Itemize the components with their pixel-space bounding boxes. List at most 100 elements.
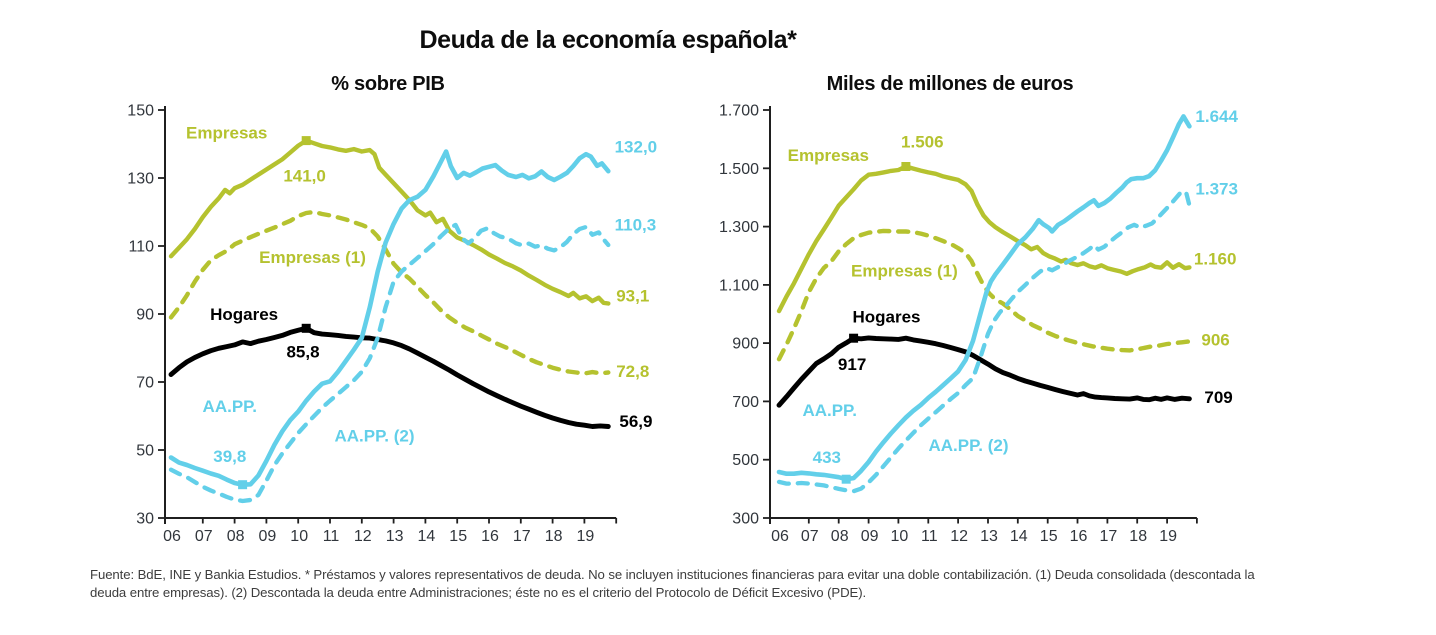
annotation: 110,3: [615, 216, 657, 235]
series-aapp2: [168, 222, 611, 504]
series-aapp: [168, 149, 611, 488]
annotation: 1.373: [1195, 180, 1238, 199]
x-tick-label: 08: [227, 528, 245, 545]
marker-hogares: [301, 323, 311, 333]
x-tick-label: 06: [771, 528, 789, 545]
annotation: 39,8: [213, 447, 246, 466]
x-tick-label: 08: [831, 528, 849, 545]
marker-empresas: [301, 136, 311, 146]
annotations: Empresas 141,0 Empresas (1) Hogares 85,8 AA.P…: [186, 123, 657, 465]
x-tick-label: 19: [577, 528, 595, 545]
annotation: 72,8: [616, 362, 649, 381]
x-tick-label: 16: [481, 528, 499, 545]
series-hogares: [168, 325, 611, 429]
annotation: 433: [813, 448, 841, 467]
chart-pct-pib: 150 130 110 90 70 50 30 06 07 08 09 10 11 12 13 14 15 16 1…: [127, 103, 657, 546]
marker-aapp: [238, 480, 248, 490]
y-tick-label: 130: [127, 171, 154, 188]
annotation: 85,8: [286, 342, 319, 361]
annotation: AA.PP. (2): [335, 426, 415, 445]
x-tick-label: 17: [513, 528, 531, 545]
chart-eur-bn: 1.700 1.500 1.300 1.100 900 700 500 300 06 07 08 09…: [719, 103, 1239, 546]
x-tick-label: 11: [921, 528, 938, 545]
y-tick-label: 1.300: [719, 219, 759, 236]
x-tick-label: 15: [449, 528, 467, 545]
x-tick-label: 07: [195, 528, 213, 545]
line-empresas: [776, 164, 1192, 314]
x-tick-label: 12: [950, 528, 968, 545]
y-tick-labels: 1.700 1.500 1.300 1.100 900 700 500 300: [719, 103, 759, 528]
annotation: 709: [1204, 388, 1232, 407]
y-tick-label: 50: [136, 443, 154, 460]
annotation: 1.506: [901, 133, 944, 152]
line-aapp2: [776, 188, 1192, 494]
annotation: 56,9: [619, 412, 652, 431]
x-tick-label: 13: [386, 528, 404, 545]
x-tick-label: 14: [1010, 528, 1028, 545]
x-tick-label: 10: [290, 528, 308, 545]
y-tick-label: 110: [128, 239, 154, 256]
x-tick-label: 12: [354, 528, 372, 545]
annotation: 141,0: [283, 166, 326, 185]
x-tick-label: 17: [1100, 528, 1118, 545]
series-empresas1: [168, 209, 611, 376]
x-tick-labels: 06 07 08 09 10 11 12 13 14 15 16 17 18 19: [163, 528, 594, 545]
line-aapp2: [168, 222, 611, 504]
y-tick-label: 500: [732, 452, 759, 469]
axes: [158, 106, 618, 524]
x-tick-label: 09: [259, 528, 277, 545]
line-empresas: [168, 138, 611, 306]
y-tick-label: 1.500: [719, 161, 759, 178]
annotation: AA.PP.: [203, 397, 257, 416]
line-empresas1: [168, 209, 611, 376]
x-tick-label: 15: [1040, 528, 1058, 545]
y-tick-label: 30: [136, 511, 154, 528]
annotation: 1.644: [1195, 107, 1238, 126]
x-tick-label: 10: [891, 528, 909, 545]
markers: [841, 162, 911, 484]
annotation: 132,0: [615, 138, 658, 157]
right-chart-title: Miles de millones de euros: [826, 73, 1074, 95]
annotation: 93,1: [616, 286, 649, 305]
y-tick-labels: 150 130 110 90 70 50 30: [127, 103, 154, 528]
line-empresas1: [776, 228, 1192, 362]
annotation: Empresas (1): [851, 261, 958, 280]
y-tick-label: 1.700: [719, 103, 759, 120]
y-tick-label: 300: [732, 511, 759, 528]
y-tick-label: 700: [732, 394, 759, 411]
marker-aapp: [841, 474, 851, 484]
line-aapp: [168, 149, 611, 488]
x-tick-label: 18: [1129, 528, 1147, 545]
annotation: AA.PP. (2): [929, 436, 1009, 455]
series-aapp: [776, 114, 1192, 482]
annotation: 906: [1201, 331, 1229, 350]
series-aapp2: [776, 188, 1192, 494]
annotation: Empresas: [186, 123, 267, 142]
marker-hogares: [849, 333, 859, 343]
x-tick-label: 13: [980, 528, 998, 545]
x-tick-label: 16: [1070, 528, 1088, 545]
axes: [763, 106, 1198, 524]
series-empresas: [776, 164, 1192, 314]
annotation: 1.160: [1194, 250, 1237, 269]
x-tick-label: 07: [801, 528, 819, 545]
y-tick-label: 90: [136, 307, 154, 324]
x-tick-label: 14: [418, 528, 436, 545]
x-tick-label: 18: [545, 528, 563, 545]
annotation: Hogares: [852, 307, 920, 326]
annotation: Empresas: [788, 146, 869, 165]
y-tick-label: 150: [127, 103, 154, 120]
x-tick-label: 06: [163, 528, 181, 545]
marker-empresas: [901, 162, 911, 171]
y-tick-label: 900: [732, 336, 759, 353]
markers: [238, 136, 311, 490]
x-tick-label: 11: [323, 528, 340, 545]
x-tick-labels: 06 07 08 09 10 11 12 13 14 15 16 17 18 19: [771, 528, 1177, 545]
series-empresas1: [776, 228, 1192, 362]
annotation: 917: [838, 355, 866, 374]
annotation: AA.PP.: [802, 401, 857, 420]
x-tick-label: 19: [1159, 528, 1177, 545]
left-chart-title: % sobre PIB: [331, 73, 445, 95]
page-title: Deuda de la economía española*: [419, 26, 797, 54]
